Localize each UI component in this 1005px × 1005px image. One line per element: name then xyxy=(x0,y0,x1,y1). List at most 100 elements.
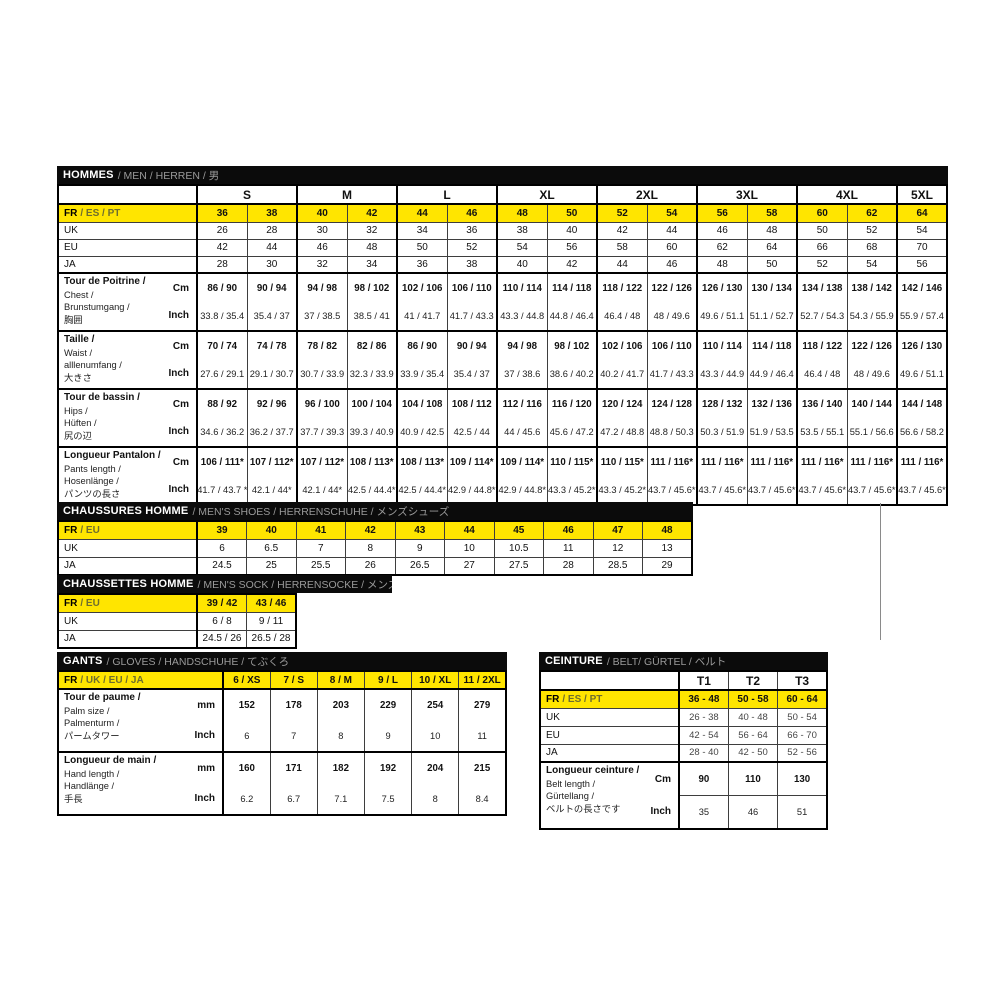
size-value-cell: 25 xyxy=(246,556,297,576)
size-value-cell: 62 xyxy=(846,203,898,223)
size-group-header: 5XL xyxy=(896,184,948,205)
vtop: 94 / 98 xyxy=(507,340,538,352)
measurement-value-cell: 132 / 136 51.9 / 53.5 xyxy=(746,388,798,448)
size-value-cell: 42 xyxy=(196,238,248,257)
divider-line xyxy=(880,503,881,640)
measurement-value-cell: 92 / 96 36.2 / 37.7 xyxy=(246,388,298,448)
stack: 90 35 xyxy=(680,764,728,828)
standards-row-label: FR / ES / PT xyxy=(57,203,198,223)
size-value-cell: 64 xyxy=(746,238,798,257)
mline: パンツの長さ xyxy=(64,488,121,499)
vtop: 112 / 116 xyxy=(502,398,542,410)
vbot: 51.9 / 53.5 xyxy=(749,427,794,437)
size-group-header: L xyxy=(396,184,498,205)
u: Inch xyxy=(194,729,215,741)
size-value-cell: 10.5 xyxy=(493,538,544,558)
measurement-value-cell: 108 / 113* 42.5 / 44.4* xyxy=(396,446,448,506)
munit: Cm Inch xyxy=(161,449,191,503)
vtop: 132 / 136 xyxy=(751,398,792,410)
size-value-cell: 10 / XL xyxy=(411,670,460,690)
vtop: 108 / 112 xyxy=(451,398,492,410)
size-value-cell: 46 xyxy=(696,221,748,240)
vbot: 43.7 / 45.6* xyxy=(647,485,696,495)
size-value-cell: 7 xyxy=(295,538,346,558)
vtop: 124 / 128 xyxy=(651,398,692,410)
vtop: 109 / 114* xyxy=(449,456,494,468)
measurement-label: Longueur de main / Hand length / Handlänge… xyxy=(57,751,224,816)
mline: Hosenlänge / xyxy=(64,476,119,486)
standards-label-rest: / EU xyxy=(80,597,100,609)
gloves-header-bar: GANTS / GLOVES / HANDSCHUHE / てぶくろ xyxy=(57,652,507,670)
stack: 98 / 102 38.6 / 40.2 xyxy=(548,333,596,388)
measurement-value-cell: 171 6.7 xyxy=(269,751,318,816)
vbot: 43.3 / 44.8 xyxy=(500,311,545,321)
size-value-cell: 36 xyxy=(196,203,248,223)
vbot: 43.7 / 45.6* xyxy=(847,485,896,495)
mline: ベルトの長さです xyxy=(546,803,621,814)
stack: 74 / 78 29.1 / 30.7 xyxy=(248,333,296,388)
measurement-value-cell: 114 / 118 44.9 / 46.4 xyxy=(746,330,798,390)
vbot: 43.7 / 45.6* xyxy=(898,485,946,495)
mline: Gürtellang / xyxy=(546,791,595,801)
shoes-title: CHAUSSURES HOMME xyxy=(63,505,189,517)
munit: mm Inch xyxy=(187,754,217,813)
size-value-cell: 46 xyxy=(646,255,698,274)
vbot: 37.7 / 39.3 xyxy=(300,427,345,437)
vbot: 46 xyxy=(747,807,759,817)
size-value-cell: 42 xyxy=(546,255,598,274)
vtop: 171 xyxy=(285,762,302,774)
vbot: 41 / 41.7 xyxy=(404,311,441,321)
stack: 192 7.5 xyxy=(365,754,410,814)
vbot: 7.1 xyxy=(334,793,348,804)
measurement-value-cell: 111 / 116* 43.7 / 45.6* xyxy=(896,446,948,506)
measurement-value-cell: 110 / 114 43.3 / 44.8 xyxy=(496,272,548,332)
size-value-cell: 29 xyxy=(642,556,693,576)
stack: 130 / 134 51.1 / 52.7 xyxy=(748,275,796,330)
measurement-value-cell: 94 / 98 37 / 38.5 xyxy=(296,272,348,332)
vtop: 126 / 130 xyxy=(702,282,743,294)
measurement-value-cell: 122 / 126 48 / 49.6 xyxy=(846,330,898,390)
vbot: 46.4 / 48 xyxy=(604,311,641,321)
size-value-cell: 44 xyxy=(646,221,698,240)
mline: Palmenturm / xyxy=(64,718,120,728)
measurement-value-cell: 108 / 113* 42.5 / 44.4* xyxy=(346,446,398,506)
measurement-value-cell: 111 / 116* 43.7 / 45.6* xyxy=(846,446,898,506)
stack: 140 / 144 55.1 / 56.6 xyxy=(848,391,896,446)
stack: 109 / 114* 42.9 / 44.8* xyxy=(448,449,496,504)
vtop: 110 / 114 xyxy=(502,282,542,294)
stack: 102 / 106 41 / 41.7 xyxy=(399,275,446,330)
hommes-subtitle: / MEN / HERREN / 男 xyxy=(117,169,220,182)
stack: 106 / 110 41.7 / 43.3 xyxy=(648,333,696,388)
measurement-value-cell: 107 / 112* 42.1 / 44* xyxy=(246,446,298,506)
standards-row-label: FR / UK / EU / JA xyxy=(57,670,224,690)
measurement-value-cell: 74 / 78 29.1 / 30.7 xyxy=(246,330,298,390)
vbot: 6.7 xyxy=(287,793,301,804)
stack: 106 / 110 41.7 / 43.3 xyxy=(448,275,496,330)
size-value-cell: 26 xyxy=(345,556,396,576)
u: Cm xyxy=(172,457,189,468)
vbot: 6.2 xyxy=(240,793,254,804)
standard-row-label: UK xyxy=(539,707,680,727)
vtop: 107 / 112* xyxy=(249,456,294,468)
size-value-cell: 28 xyxy=(196,255,248,274)
stack: 86 / 90 33.9 / 35.4 xyxy=(399,333,446,388)
munit: Cm Inch xyxy=(161,391,191,445)
vbot: 51 xyxy=(796,807,808,817)
vtop: 114 / 118 xyxy=(752,340,792,352)
belt-subtitle: / BELT/ GÜRTEL / ベルト xyxy=(606,655,727,668)
stack: 110 / 114 43.3 / 44.8 xyxy=(499,275,546,330)
size-value-cell: 41 xyxy=(295,520,346,540)
vbot: 30.7 / 33.9 xyxy=(300,369,345,379)
size-value-cell: 6 / XS xyxy=(222,670,271,690)
vtop: 111 / 116* xyxy=(750,456,794,468)
vbot: 40.2 / 41.7 xyxy=(600,369,645,379)
vbot: 43.3 / 45.2* xyxy=(598,485,647,495)
stack: 178 7 xyxy=(271,691,316,751)
measurement-value-cell: 111 / 116* 43.7 / 45.6* xyxy=(796,446,848,506)
vbot: 45.6 / 47.2 xyxy=(549,427,594,437)
size-value-cell: 39 xyxy=(196,520,247,540)
measurement-value-cell: 178 7 xyxy=(269,688,318,753)
size-value-cell: 48 xyxy=(346,238,398,257)
measurement-value-cell: 126 / 130 49.6 / 51.1 xyxy=(696,272,748,332)
